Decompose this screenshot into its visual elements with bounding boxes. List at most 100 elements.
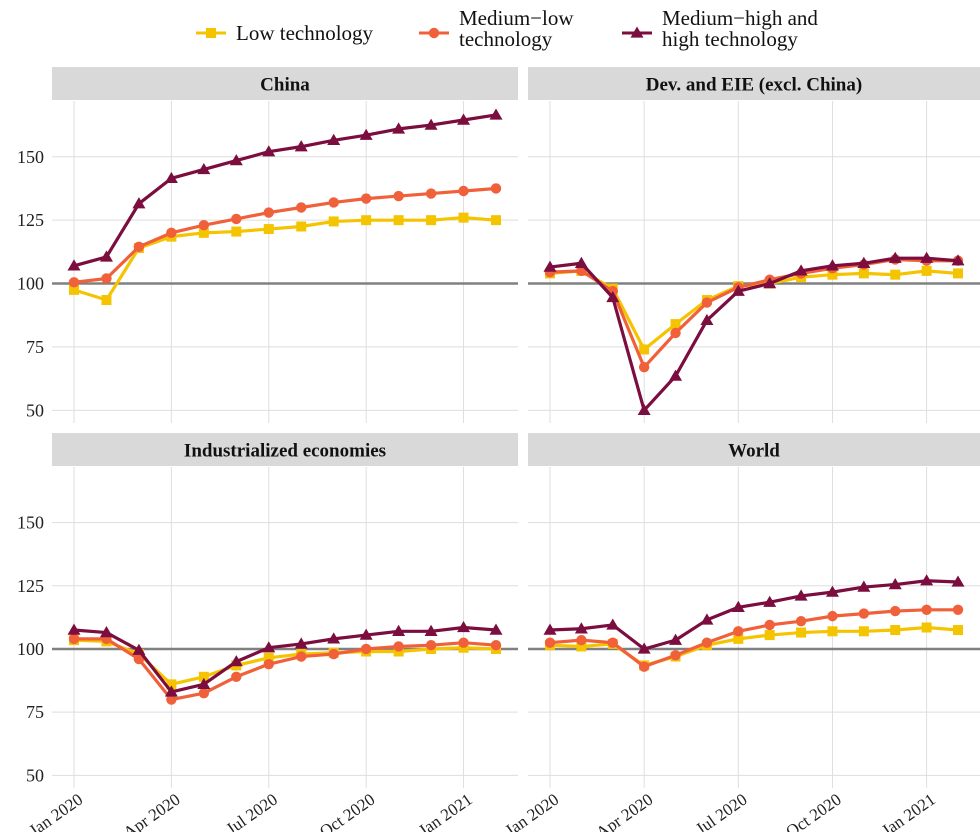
data-point: [263, 658, 274, 670]
y-tick-label: 150: [17, 513, 44, 533]
data-point: [607, 637, 618, 648]
data-point: [951, 575, 965, 587]
data-point: [794, 264, 808, 276]
data-point: [164, 685, 178, 697]
data-point: [489, 108, 503, 120]
data-point: [827, 610, 838, 622]
data-point: [426, 215, 437, 226]
y-tick-label: 150: [17, 147, 44, 167]
data-point: [101, 295, 112, 306]
data-point: [231, 213, 242, 225]
data-point: [576, 641, 587, 652]
data-point: [166, 694, 177, 705]
data-point: [701, 297, 713, 308]
data-point: [263, 224, 274, 235]
x-tick-label: Apr 2020: [120, 790, 184, 832]
data-point: [952, 604, 964, 616]
data-point: [670, 650, 681, 661]
data-point: [857, 580, 871, 592]
data-point: [490, 639, 502, 651]
data-point: [669, 633, 683, 645]
legend: Low technologyMedium−lowtechnologyMedium…: [196, 6, 818, 51]
data-point: [921, 604, 932, 616]
data-point: [359, 128, 373, 140]
data-point: [197, 162, 211, 175]
y-tick-label: 125: [17, 210, 44, 230]
data-point: [361, 215, 372, 226]
y-tick-label: 75: [26, 337, 44, 357]
data-point: [69, 284, 79, 295]
data-point: [166, 227, 177, 239]
legend-label: high technology: [662, 27, 798, 51]
data-point: [638, 362, 650, 373]
data-point: [198, 688, 210, 699]
series-line: [74, 637, 497, 702]
data-point: [294, 637, 308, 649]
panel-strip: [528, 67, 980, 100]
data-point: [920, 251, 934, 263]
data-point: [166, 679, 177, 690]
data-point: [328, 197, 339, 208]
data-point: [489, 623, 503, 635]
data-point: [67, 623, 81, 635]
data-point: [424, 118, 438, 130]
data-point: [133, 653, 145, 665]
data-point: [393, 641, 404, 652]
panel-strip: [52, 433, 518, 466]
data-point: [890, 269, 901, 280]
data-point: [733, 626, 744, 637]
y-tick-label: 100: [17, 639, 44, 659]
data-point: [198, 227, 209, 238]
data-point: [360, 643, 372, 655]
legend-marker: [428, 27, 440, 39]
data-point: [700, 313, 714, 325]
data-point: [731, 600, 745, 612]
data-point: [133, 241, 145, 252]
panel-title: World: [728, 441, 780, 462]
data-point: [639, 344, 650, 355]
data-point: [393, 190, 404, 202]
data-point: [857, 256, 871, 268]
data-point: [68, 277, 80, 288]
data-point: [491, 215, 501, 226]
data-point: [458, 185, 469, 197]
data-point: [858, 608, 870, 619]
data-point: [458, 212, 469, 223]
data-point: [263, 207, 274, 218]
x-tick-label: Oct 2020: [782, 790, 844, 832]
panel: Dev. and EIE (excl. China): [528, 67, 980, 423]
data-point: [574, 622, 588, 634]
legend-label: Medium−high and: [662, 6, 818, 30]
data-point: [99, 250, 113, 262]
data-point: [392, 624, 406, 636]
panel-title: Dev. and EIE (excl. China): [646, 75, 862, 96]
data-point: [425, 639, 437, 651]
data-point: [296, 221, 307, 232]
data-point: [543, 260, 557, 272]
data-point: [296, 651, 307, 662]
data-point: [327, 632, 341, 644]
data-point: [392, 122, 406, 134]
data-point: [700, 613, 714, 625]
data-point: [764, 619, 775, 631]
series-line: [73, 216, 497, 302]
data-point: [888, 578, 902, 590]
data-point: [328, 648, 339, 660]
data-point: [858, 268, 869, 279]
y-tick-label: 125: [17, 576, 44, 596]
y-tick-label: 100: [17, 274, 44, 294]
data-point: [825, 585, 839, 597]
data-point: [458, 637, 469, 648]
data-point: [327, 133, 341, 145]
data-point: [294, 140, 308, 152]
data-point: [764, 630, 775, 641]
data-point: [198, 671, 209, 682]
data-point: [490, 183, 502, 194]
data-point: [296, 202, 307, 213]
x-tick-label: Jan 2020: [25, 790, 86, 832]
data-point: [576, 634, 587, 646]
x-tick-label: Apr 2020: [593, 790, 657, 832]
data-point: [132, 197, 146, 209]
panel: China 50 75 100 125 150: [17, 67, 518, 423]
